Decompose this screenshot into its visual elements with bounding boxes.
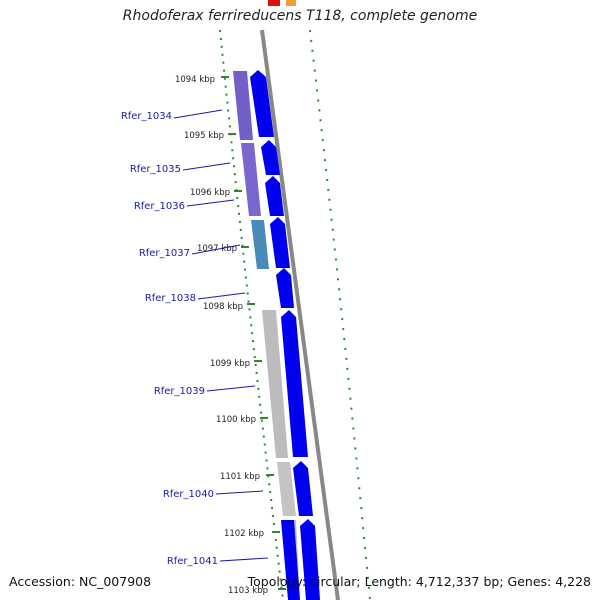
gene-label: Rfer_1037 (139, 248, 190, 259)
cds-arrow (281, 520, 300, 600)
cds-arrow (281, 310, 308, 457)
gene-label: Rfer_1040 (163, 489, 214, 500)
kbp-label: 1095 kbp (184, 131, 224, 141)
purple-block (241, 143, 261, 216)
map-title: Rhodoferax ferrireducens T118, complete … (122, 8, 478, 24)
gene-leader (186, 199, 235, 207)
kbp-label: 1101 kbp (220, 472, 260, 482)
kbp-label: 1096 kbp (190, 188, 230, 198)
gene-leader (219, 557, 269, 562)
gene-label: Rfer_1036 (134, 201, 185, 212)
accession-text: Accession: NC_007908 (9, 574, 152, 589)
teal-block (251, 220, 269, 269)
kbp-label: 1102 kbp (224, 529, 264, 539)
cds-arrow (270, 217, 290, 268)
top-orange-feature (286, 0, 296, 6)
cds-arrow (265, 176, 284, 216)
gene-labels: Rfer_1034 Rfer_1035 Rfer_1036 Rfer_1037 … (121, 109, 269, 567)
cds-arrows (250, 70, 320, 600)
gene-leader (215, 490, 264, 495)
gene-label: Rfer_1035 (130, 164, 181, 175)
gray-block (262, 310, 288, 458)
gene-leader (173, 109, 223, 119)
cds-arrow (293, 461, 313, 516)
outer-dotted-ring (309, 29, 371, 600)
cds-arrow (250, 70, 274, 137)
purple-block (233, 71, 253, 140)
gene-label: Rfer_1038 (145, 293, 196, 304)
cds-arrow (300, 519, 320, 600)
kbp-label: 1099 kbp (210, 359, 250, 369)
kbp-label: 1094 kbp (175, 75, 215, 85)
cds-arrow (261, 140, 280, 175)
genome-stats-text: Topology: circular; Length: 4,712,337 bp… (247, 574, 591, 589)
gene-leader (206, 385, 256, 392)
kbp-label: 1098 kbp (203, 302, 243, 312)
gene-leader (182, 162, 231, 171)
kbp-label: 1100 kbp (216, 415, 256, 425)
gene-leader (197, 292, 246, 300)
gene-label: Rfer_1041 (167, 556, 218, 567)
cds-arrow (276, 268, 294, 308)
top-red-feature (268, 0, 280, 6)
gene-label: Rfer_1034 (121, 111, 172, 122)
gene-leader (191, 244, 241, 255)
genome-backbone (260, 29, 340, 600)
gene-label: Rfer_1039 (154, 386, 205, 397)
gray-block (277, 462, 296, 516)
kbp-label: 1103 kbp (228, 586, 268, 596)
